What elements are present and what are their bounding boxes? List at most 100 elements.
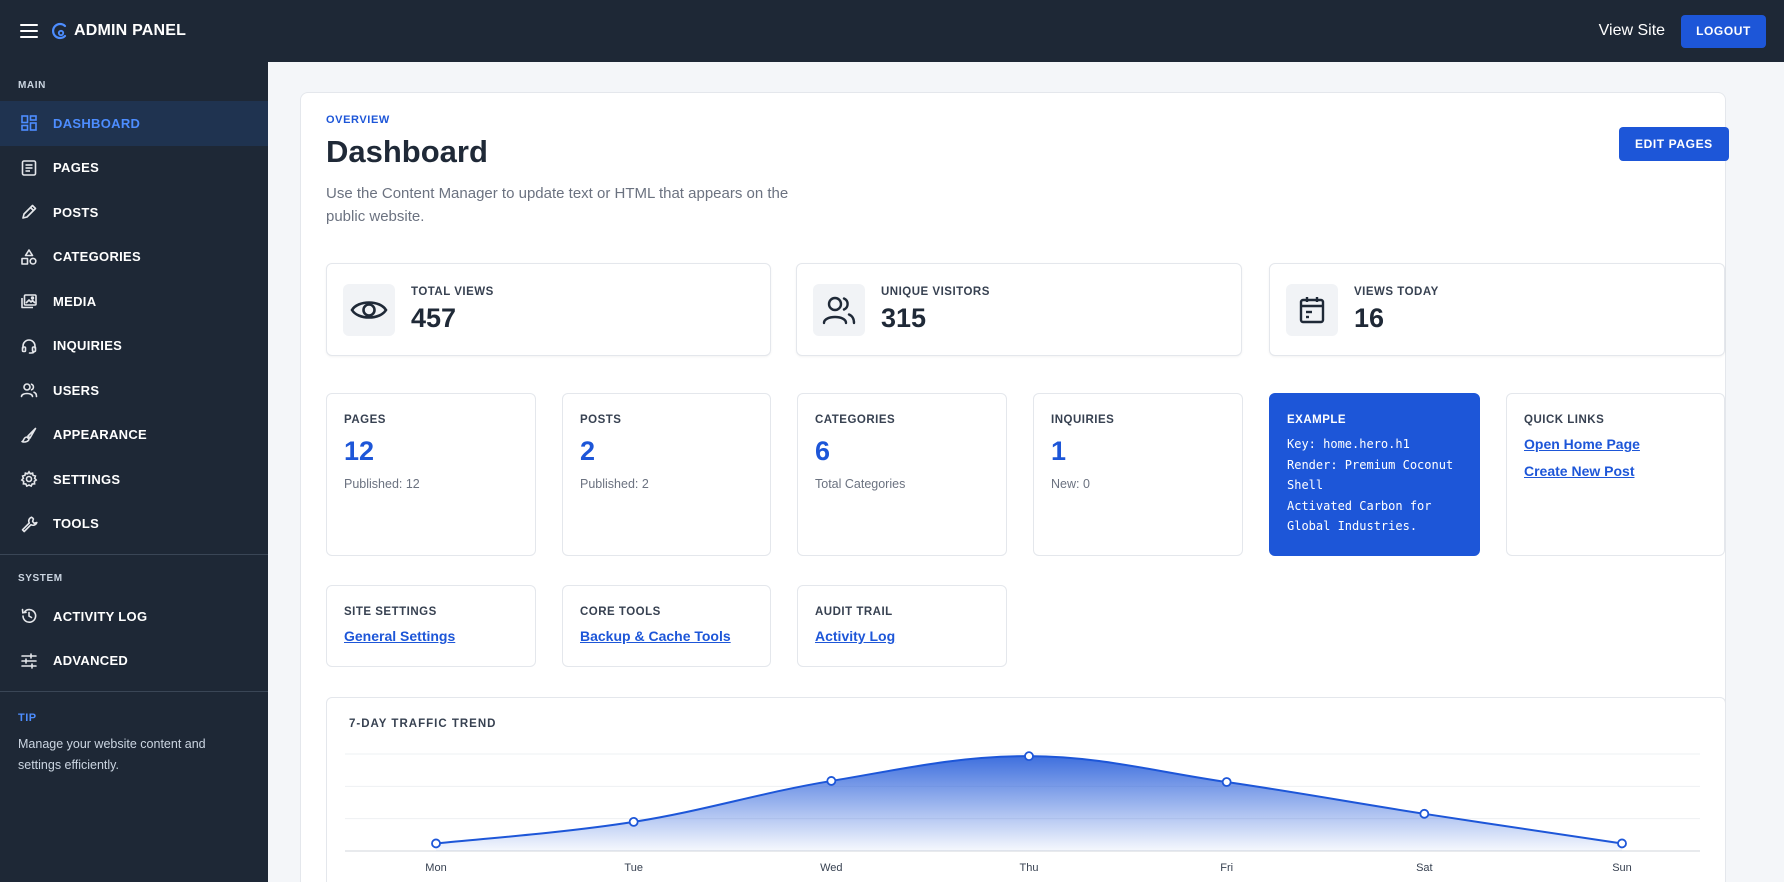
sidebar-item-activity-log[interactable]: ACTIVITY LOG — [0, 594, 268, 639]
tile-audit-trail: AUDIT TRAIL Activity Log — [797, 585, 1007, 667]
sidebar-item-dashboard[interactable]: DASHBOARD — [0, 101, 268, 146]
tile-label: EXAMPLE — [1287, 414, 1347, 426]
brand-logo-icon — [52, 22, 68, 40]
stat-card-total-views: TOTAL VIEWS 457 — [326, 263, 771, 356]
sidebar-item-label: MEDIA — [53, 293, 97, 309]
gear-icon — [20, 470, 38, 488]
tile-posts: POSTS 2 Published: 2 — [562, 393, 771, 556]
sidebar-item-label: SETTINGS — [53, 471, 121, 487]
x-tick-label: Thu — [1020, 862, 1039, 874]
example-code-line: Shell — [1287, 478, 1324, 492]
stat-card-unique-visitors: UNIQUE VISITORS 315 — [796, 263, 1242, 356]
hamburger-menu-icon[interactable] — [20, 24, 38, 38]
create-new-post-link[interactable]: Create New Post — [1524, 463, 1635, 479]
tile-core-tools: CORE TOOLS Backup & Cache Tools — [562, 585, 771, 667]
sidebar-item-advanced[interactable]: ADVANCED — [0, 639, 268, 684]
example-code-line: Global Industries. — [1287, 519, 1418, 533]
sidebar-item-label: APPEARANCE — [53, 427, 148, 443]
open-home-page-link[interactable]: Open Home Page — [1524, 436, 1640, 452]
edit-pages-button[interactable]: EDIT PAGES — [1619, 127, 1729, 161]
view-site-link[interactable]: View Site — [1598, 22, 1666, 39]
x-tick-label: Sun — [1612, 862, 1632, 874]
x-tick-label: Wed — [820, 862, 842, 874]
data-point — [628, 817, 639, 827]
example-code-line: Render: Premium Coconut — [1287, 457, 1454, 472]
tile-label: CATEGORIES — [815, 414, 896, 426]
sidebar-item-tools[interactable]: TOOLS — [0, 502, 268, 547]
sidebar-item-pages[interactable]: PAGES — [0, 146, 268, 191]
sidebar-item-label: POSTS — [53, 204, 99, 220]
series-area — [436, 756, 1622, 851]
page-title: Dashboard — [326, 134, 488, 169]
page-eyebrow: OVERVIEW — [326, 114, 390, 126]
general-settings-link[interactable]: General Settings — [344, 628, 456, 644]
example-code-line: Activated Carbon for — [1287, 498, 1432, 513]
tip-text: Manage your website content and settings… — [18, 737, 206, 772]
stat-label: TOTAL VIEWS — [411, 285, 494, 298]
activity-log-link[interactable]: Activity Log — [815, 628, 896, 644]
wrench-icon — [20, 515, 38, 533]
tile-example: EXAMPLE Key: home.hero.h1 Render: Premiu… — [1269, 393, 1480, 556]
tile-value: 2 — [580, 436, 596, 466]
sidebar-divider — [0, 691, 268, 692]
x-tick-label: Tue — [624, 862, 643, 874]
sidebar-item-appearance[interactable]: APPEARANCE — [0, 413, 268, 458]
sidebar-section-main: MAIN — [18, 80, 46, 91]
logout-button[interactable]: LOGOUT — [1681, 14, 1766, 48]
backup-cache-tools-link[interactable]: Backup & Cache Tools — [580, 628, 731, 644]
tile-subtext: Published: 2 — [580, 477, 649, 491]
example-code-line: Key: home.hero.h1 — [1287, 437, 1410, 451]
eye-icon — [343, 283, 395, 336]
sidebar-item-label: DASHBOARD — [53, 115, 141, 131]
tip-title: TIP — [18, 712, 37, 724]
sidebar-item-label: CATEGORIES — [53, 249, 141, 265]
sidebar-item-categories[interactable]: CATEGORIES — [0, 235, 268, 280]
sidebar-item-label: ACTIVITY LOG — [53, 608, 148, 624]
sidebar-item-inquiries[interactable]: INQUIRIES — [0, 324, 268, 369]
dashboard-icon — [20, 114, 38, 132]
tile-pages: PAGES 12 Published: 12 — [326, 393, 536, 556]
data-point — [431, 838, 441, 849]
tile-label: SITE SETTINGS — [344, 606, 437, 618]
headset-icon — [20, 337, 38, 355]
history-icon — [20, 607, 38, 625]
traffic-chart: 060120180MonTueWedThuFriSatSun — [345, 751, 1700, 874]
stat-value: 457 — [411, 302, 457, 333]
tile-label: INQUIRIES — [1051, 414, 1115, 426]
tile-label: QUICK LINKS — [1524, 414, 1605, 426]
users-icon — [813, 283, 865, 336]
tile-label: AUDIT TRAIL — [815, 606, 893, 618]
tile-subtext: Total Categories — [815, 477, 906, 491]
tile-categories: CATEGORIES 6 Total Categories — [797, 393, 1007, 556]
stat-value: 315 — [881, 302, 927, 333]
tile-value: 6 — [815, 436, 831, 466]
x-tick-label: Mon — [425, 862, 446, 874]
stat-label: VIEWS TODAY — [1354, 285, 1439, 298]
users-icon — [20, 381, 38, 399]
pages-icon — [20, 159, 38, 177]
sidebar: MAIN DASHBOARD PAGES POSTS CATEGORIES ME… — [0, 62, 268, 882]
tile-subtext: Published: 12 — [344, 477, 420, 491]
sidebar-item-label: TOOLS — [53, 516, 100, 532]
tile-label: POSTS — [580, 414, 622, 426]
sidebar-item-label: INQUIRIES — [53, 338, 123, 354]
brand-title: ADMIN PANEL — [74, 22, 187, 39]
sidebar-item-label: USERS — [53, 382, 100, 398]
sidebar-item-users[interactable]: USERS — [0, 368, 268, 413]
media-icon — [20, 292, 38, 310]
sidebar-divider — [0, 554, 268, 555]
sliders-icon — [20, 652, 38, 670]
data-point — [1024, 751, 1034, 762]
page-description: Use the Content Manager to update text o… — [326, 185, 789, 225]
data-point — [1419, 808, 1430, 819]
sidebar-item-media[interactable]: MEDIA — [0, 279, 268, 324]
tile-quick-links: QUICK LINKS Open Home Page Create New Po… — [1506, 393, 1725, 556]
sidebar-section-system: SYSTEM — [18, 573, 63, 584]
sidebar-item-posts[interactable]: POSTS — [0, 190, 268, 235]
sidebar-item-settings[interactable]: SETTINGS — [0, 457, 268, 502]
x-tick-label: Sat — [1416, 862, 1433, 874]
stat-card-views-today: VIEWS TODAY 16 — [1269, 263, 1725, 356]
shapes-icon — [20, 248, 38, 266]
x-tick-label: Fri — [1220, 862, 1233, 874]
tile-label: CORE TOOLS — [580, 606, 661, 618]
